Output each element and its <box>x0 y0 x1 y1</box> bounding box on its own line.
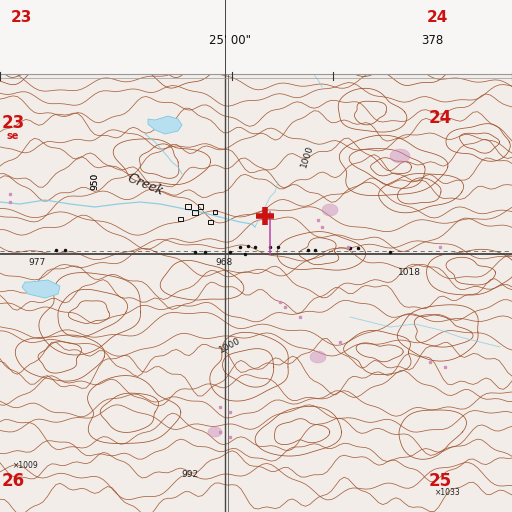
Text: 950: 950 <box>90 173 99 190</box>
Polygon shape <box>22 280 60 298</box>
Text: 1000: 1000 <box>218 336 243 355</box>
Bar <box>198 203 203 208</box>
Polygon shape <box>148 116 182 134</box>
Text: 23: 23 <box>1 114 25 132</box>
Text: 992: 992 <box>181 470 198 479</box>
Bar <box>207 220 212 224</box>
Text: ×1009: ×1009 <box>13 461 38 471</box>
Polygon shape <box>340 14 512 32</box>
Text: 1000: 1000 <box>300 144 315 168</box>
Text: 26: 26 <box>1 472 25 490</box>
Polygon shape <box>290 50 318 59</box>
Polygon shape <box>310 351 326 363</box>
Text: 968: 968 <box>216 258 233 267</box>
Text: 23: 23 <box>11 10 32 26</box>
Polygon shape <box>208 427 222 437</box>
Text: 950: 950 <box>90 173 99 190</box>
Bar <box>185 203 191 208</box>
Text: 1018: 1018 <box>398 268 421 277</box>
Text: ×1033: ×1033 <box>435 488 461 497</box>
Polygon shape <box>0 8 48 24</box>
Text: se: se <box>7 131 19 141</box>
Polygon shape <box>390 149 410 163</box>
Text: 25' 00": 25' 00" <box>209 34 251 47</box>
Text: 25: 25 <box>429 472 452 490</box>
Bar <box>0 0 512 74</box>
Polygon shape <box>322 204 338 216</box>
Text: 24: 24 <box>429 109 452 127</box>
Bar <box>192 209 198 215</box>
Bar <box>213 210 217 214</box>
Bar <box>178 217 182 221</box>
Text: 24: 24 <box>427 10 449 26</box>
Text: Creek: Creek <box>126 172 166 199</box>
Text: 378: 378 <box>421 34 443 47</box>
Text: 977: 977 <box>28 258 46 267</box>
Polygon shape <box>0 0 512 24</box>
